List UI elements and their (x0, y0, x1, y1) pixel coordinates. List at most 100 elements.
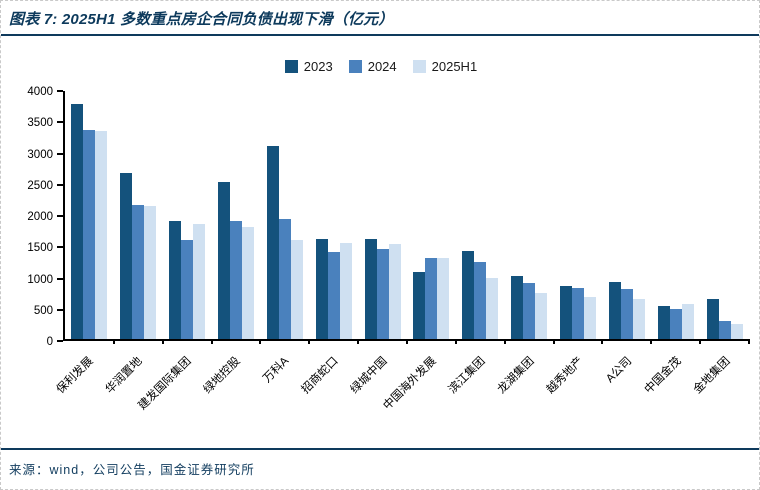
y-tick-mark (57, 340, 63, 342)
bar-2023 (169, 220, 182, 339)
bar-2025H1 (730, 323, 743, 339)
x-label-cell: 中国金茂 (643, 345, 700, 445)
y-tick-label: 4000 (27, 86, 53, 98)
x-category-label: A公司 (604, 355, 635, 386)
bar-2023 (120, 172, 133, 339)
bar-group-华润置地 (114, 91, 163, 339)
legend-item-2024: 2024 (348, 59, 397, 74)
bar-2023 (706, 299, 719, 339)
x-tick-mark (406, 339, 408, 344)
bar-group-绿地控股 (212, 91, 261, 339)
y-axis: 0 500 1000 1500 2000 2500 3000 3500 4000 (1, 86, 63, 348)
bar-2024 (327, 252, 340, 339)
bar-2025H1 (339, 242, 352, 339)
x-tick-mark (161, 339, 164, 344)
x-tick-mark (650, 339, 653, 344)
x-label-cell: 滨江集团 (447, 345, 504, 445)
bar-group-A公司 (602, 91, 651, 339)
y-tick-mark (57, 308, 63, 311)
bar-2023 (218, 182, 230, 339)
source-divider (1, 448, 759, 450)
legend-label: 2024 (367, 59, 397, 74)
y-tick-label: 3500 (27, 117, 53, 130)
y-tick-mark (57, 152, 63, 155)
x-category-label: 保利发展 (54, 355, 96, 397)
y-tick-mark (57, 121, 63, 124)
bar-2024 (523, 283, 536, 339)
bar-2025H1 (681, 304, 694, 339)
bar-group-建发国际集团 (163, 91, 212, 339)
bar-2024 (230, 221, 242, 339)
y-tick-label: 1500 (27, 242, 53, 255)
legend-item-2025H1: 2025H1 (412, 59, 477, 74)
x-tick-mark (503, 339, 506, 344)
x-tick-mark (357, 339, 360, 344)
bar-group-金地集团 (700, 91, 749, 339)
x-category-label: 万科A (261, 355, 292, 386)
bar-2024 (718, 321, 731, 339)
x-tick-mark (308, 339, 311, 344)
bar-group-中国海外发展 (407, 91, 456, 339)
x-axis-labels: 保利发展 华润置地 建发国际集团 绿地控股 万科A 招商蛇口 绿城中国 中国海外发展 滨江集团龙… (55, 345, 749, 445)
bar-2024 (181, 240, 194, 339)
y-tick-mark (57, 215, 63, 217)
bar-group-中国金茂 (651, 91, 700, 339)
source-note: 来源：wind，公司公告，国金证券研究所 (9, 463, 255, 477)
legend-swatch-icon (348, 60, 362, 73)
x-tick-mark (699, 339, 702, 344)
bar-group-越秀地产 (554, 91, 603, 339)
bar-2023 (657, 306, 670, 339)
bar-2023 (560, 285, 573, 339)
x-tick-mark (748, 339, 750, 344)
x-tick-mark (552, 339, 555, 344)
bar-2023 (413, 272, 426, 339)
bar-group-保利发展 (65, 91, 114, 339)
bar-2024 (474, 262, 487, 339)
bar-2023 (266, 145, 279, 339)
legend-item-2023: 2023 (284, 59, 333, 74)
bar-2025H1 (95, 131, 108, 339)
bar-group-滨江集团 (456, 91, 505, 339)
bar-2024 (83, 130, 96, 339)
bar-2024 (572, 288, 585, 339)
bar-2025H1 (290, 240, 303, 339)
legend-swatch-icon (284, 60, 298, 73)
bar-group-绿城中国 (358, 91, 407, 339)
bar-2025H1 (632, 298, 645, 339)
x-tick-mark (259, 339, 262, 344)
bar-group-龙湖集团 (505, 91, 554, 339)
bar-2024 (376, 249, 389, 339)
bar-2025H1 (486, 277, 499, 339)
x-label-cell: 建发国际集团 (136, 345, 210, 445)
bar-2023 (462, 250, 475, 339)
y-tick-label: 0 (46, 336, 53, 348)
bar-2024 (669, 309, 682, 339)
x-tick-mark (454, 339, 457, 344)
y-tick-label: 2500 (27, 179, 53, 192)
bar-2023 (364, 238, 377, 339)
plot-area (63, 91, 750, 344)
y-tick-mark (57, 183, 63, 186)
legend-swatch-icon (412, 60, 426, 73)
bar-2024 (425, 258, 438, 339)
bar-2024 (620, 289, 633, 339)
legend-label: 2023 (303, 59, 333, 74)
bar-2025H1 (144, 206, 157, 339)
y-tick-mark (57, 246, 63, 249)
bar-2024 (132, 205, 145, 339)
x-label-cell: A公司 (602, 345, 651, 445)
y-tick-label: 1000 (27, 273, 53, 286)
bar-group-招商蛇口 (309, 91, 358, 339)
x-tick-mark (601, 339, 604, 344)
bar-group-万科A (260, 91, 309, 339)
x-tick-mark (210, 339, 213, 344)
x-label-cell: 绿地控股 (202, 345, 259, 445)
x-label-cell: 中国海外发展 (381, 345, 455, 445)
x-label-cell: 万科A (259, 345, 308, 445)
x-label-cell: 保利发展 (55, 345, 112, 445)
x-label-cell: 越秀地产 (545, 345, 602, 445)
y-tick-label: 3000 (27, 148, 53, 161)
y-tick-label: 2000 (27, 211, 53, 223)
title-divider (1, 34, 759, 36)
